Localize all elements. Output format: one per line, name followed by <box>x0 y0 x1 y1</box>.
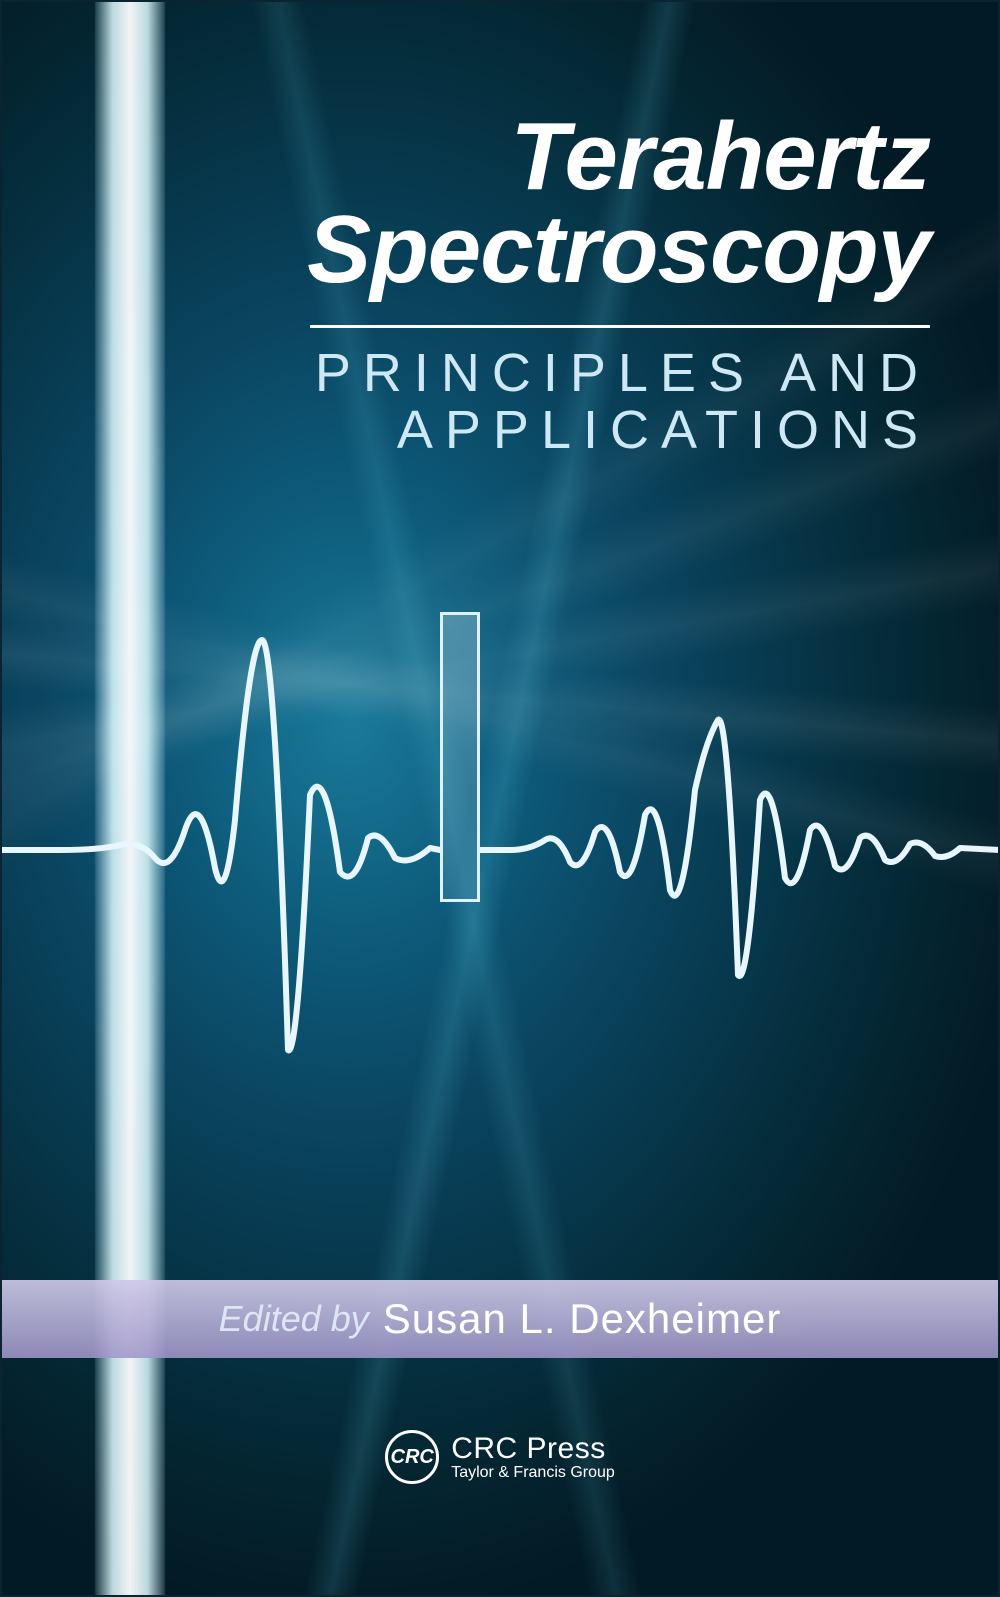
title-underline <box>310 325 930 328</box>
waveform-left <box>0 640 440 1050</box>
title-line-2: Spectroscopy <box>307 203 930 296</box>
edited-by-label: Edited by <box>219 1298 369 1340</box>
publisher-block: CRC CRC Press Taylor & Francis Group <box>0 1430 1000 1484</box>
publisher-text: CRC Press Taylor & Francis Group <box>451 1432 615 1482</box>
subtitle-line-1: PRINCIPLES AND <box>315 345 930 402</box>
sample-slab <box>440 612 480 902</box>
editor-name: Susan L. Dexheimer <box>383 1295 782 1343</box>
title-line-1: Terahertz <box>307 110 930 203</box>
book-subtitle: PRINCIPLES AND APPLICATIONS <box>315 345 930 458</box>
publisher-name: CRC Press <box>451 1432 615 1466</box>
waveform-right <box>480 720 1000 976</box>
subtitle-line-2: APPLICATIONS <box>315 402 930 459</box>
publisher-tagline: Taylor & Francis Group <box>451 1464 615 1482</box>
book-cover: Terahertz Spectroscopy PRINCIPLES AND AP… <box>0 0 1000 1597</box>
editor-band: Edited by Susan L. Dexheimer <box>0 1280 1000 1358</box>
waveform-diagram <box>0 590 1000 1110</box>
book-title: Terahertz Spectroscopy <box>307 110 930 296</box>
publisher-badge-icon: CRC <box>385 1430 439 1484</box>
publisher-badge-text: CRC <box>391 1446 434 1469</box>
